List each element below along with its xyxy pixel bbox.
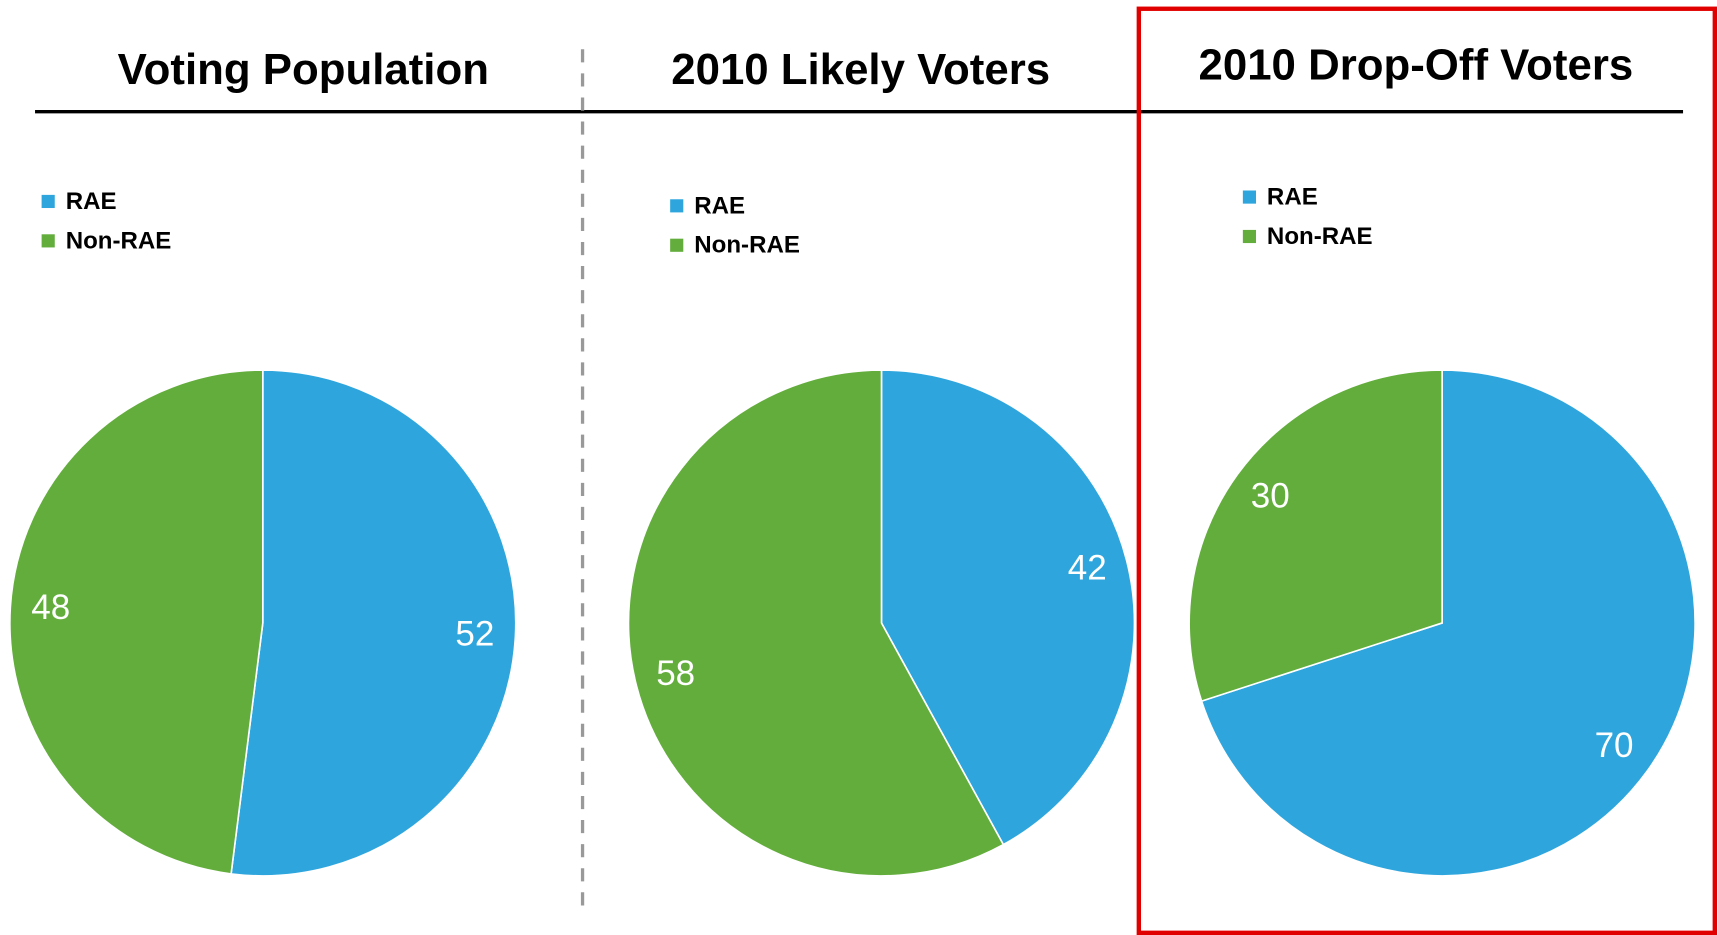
legend-swatch: [1242, 190, 1256, 204]
pie-slice: [1188, 369, 1443, 703]
legend-swatch: [670, 238, 684, 252]
value-label: 42: [1068, 548, 1107, 587]
pie-slice: [230, 369, 517, 877]
pie-slice: [1200, 369, 1696, 877]
pie-slice: [627, 369, 1005, 877]
legend-swatch: [1242, 229, 1256, 244]
legend-swatch: [41, 194, 55, 209]
legend-label: RAE: [1267, 184, 1318, 211]
value-label: 30: [1251, 476, 1290, 515]
pie-slice: [880, 369, 1136, 846]
chart-title: 2010 Drop-Off Voters: [1199, 40, 1634, 89]
value-label: 52: [455, 615, 494, 654]
legend-label: Non-RAE: [1267, 223, 1373, 250]
value-label: 58: [656, 654, 695, 693]
chart-title: Voting Population: [118, 45, 489, 94]
value-label: 48: [31, 588, 70, 627]
chart-title: 2010 Likely Voters: [671, 45, 1050, 94]
legend-swatch: [41, 234, 55, 248]
legend-label: Non-RAE: [66, 227, 172, 254]
legend-label: RAE: [66, 188, 117, 215]
legend-swatch: [670, 199, 684, 213]
pie-slice: [9, 369, 264, 875]
highlight-box: [1136, 6, 1717, 935]
value-label: 70: [1595, 726, 1634, 765]
legend-label: Non-RAE: [694, 232, 800, 259]
legend-label: RAE: [694, 192, 745, 219]
